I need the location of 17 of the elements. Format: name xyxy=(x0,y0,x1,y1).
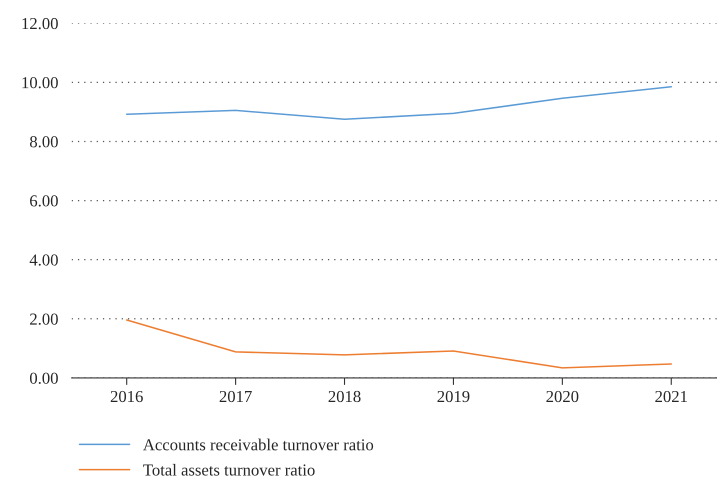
line-series xyxy=(126,319,672,369)
line-series xyxy=(126,86,672,120)
x-tick-label: 2017 xyxy=(220,390,252,402)
x-tick-label: 2020 xyxy=(546,390,578,402)
y-tick-label: 8.00 xyxy=(30,136,58,148)
y-tick-label: 0.00 xyxy=(30,372,58,384)
y-tick-label: 6.00 xyxy=(30,195,58,207)
legend-label: Total assets turnover ratio xyxy=(143,464,315,476)
y-tick-label: 12.00 xyxy=(22,18,58,30)
legend-label: Accounts receivable turnover ratio xyxy=(143,438,374,450)
x-tick-label: 2021 xyxy=(655,390,687,402)
x-tick-label: 2016 xyxy=(110,390,143,402)
x-tick-label: 2019 xyxy=(438,390,470,402)
x-tick-label: 2018 xyxy=(328,390,361,402)
y-tick-label: 10.00 xyxy=(22,77,58,88)
y-tick-label: 2.00 xyxy=(30,313,58,325)
y-tick-label: 4.00 xyxy=(30,254,58,266)
